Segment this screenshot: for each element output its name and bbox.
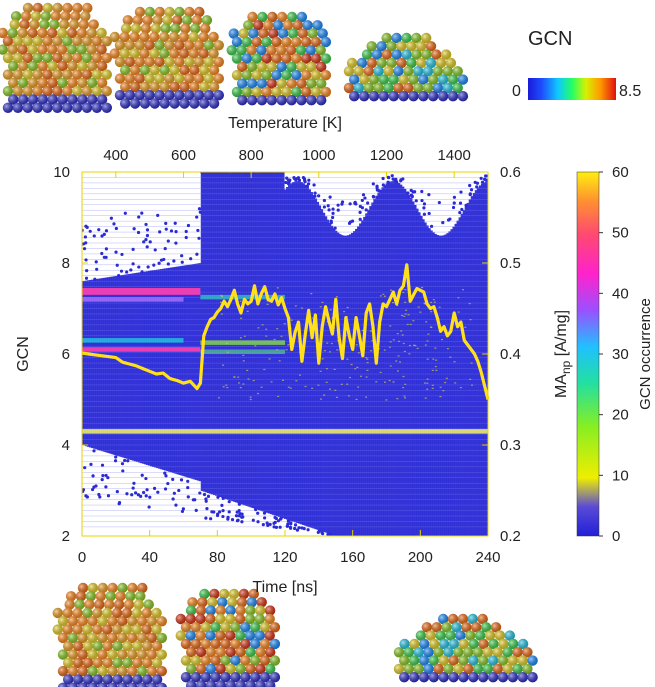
bottom-tick-label: 200 <box>408 549 433 566</box>
bottom-axis-ticks: 0 40 80 120 160 200 240 <box>78 530 501 566</box>
left-axis-ticks: 2 4 6 8 10 <box>53 164 88 545</box>
top-tick-label: 800 <box>239 147 264 164</box>
gcn-gradient-bar <box>528 78 616 100</box>
right-tick-label: 0.2 <box>500 528 521 545</box>
nanoparticle-picture <box>52 582 167 687</box>
left-axis-label: GCN <box>15 336 32 372</box>
bottom-tick-label: 240 <box>475 549 500 566</box>
top-tick-label: 1000 <box>302 147 335 164</box>
right-tick-label: 0.3 <box>500 437 521 454</box>
bottom-tick-label: 80 <box>209 549 226 566</box>
nanoparticle-picture <box>226 11 332 106</box>
right-tick-label: 0.6 <box>500 164 521 181</box>
bottom-axis-label: Time [ns] <box>252 579 317 596</box>
top-axis-label: Temperature [K] <box>228 115 342 132</box>
nanoparticle-renderings-top <box>0 2 469 114</box>
left-tick-label: 4 <box>62 437 70 454</box>
left-tick-label: 6 <box>62 346 70 363</box>
colorbar-tick-label: 10 <box>612 467 629 484</box>
top-tick-label: 600 <box>171 147 196 164</box>
gcn-legend-max: 8.5 <box>619 83 641 100</box>
bottom-tick-label: 120 <box>272 549 297 566</box>
nanoparticle-picture <box>109 6 224 109</box>
nanoparticle-picture <box>393 613 538 683</box>
nanoparticle-picture <box>343 32 469 102</box>
right-axis-ticks: 0.2 0.3 0.4 0.5 0.6 <box>482 164 521 545</box>
left-tick-label: 10 <box>53 164 70 181</box>
ma-np-line <box>81 263 490 400</box>
colorbar-tick-label: 60 <box>612 164 629 181</box>
colorbar-tick-label: 40 <box>612 285 629 302</box>
nanoparticle-picture <box>175 588 281 687</box>
bottom-tick-label: 40 <box>141 549 158 566</box>
colorbar-label: GCN occurrence <box>637 298 654 410</box>
occurrence-colorbar <box>576 171 600 537</box>
right-axis-label: MAnp [A/mg] <box>553 310 573 398</box>
right-tick-label: 0.5 <box>500 255 521 272</box>
nanoparticle-renderings-bottom <box>52 582 538 687</box>
occurrence-heatmap <box>82 172 488 536</box>
left-tick-label: 8 <box>62 255 70 272</box>
gcn-legend-title: GCN <box>528 28 572 50</box>
bottom-tick-label: 160 <box>340 549 365 566</box>
bottom-tick-label: 0 <box>78 549 86 566</box>
top-tick-label: 400 <box>103 147 128 164</box>
colorbar-tick-label: 30 <box>612 346 629 363</box>
gcn-color-legend: GCN 0 8.5 <box>512 28 641 100</box>
colorbar-tick-label: 20 <box>612 407 629 424</box>
colorbar-tick-label: 0 <box>612 528 620 545</box>
top-axis-ticks: 400 600 800 1000 1200 1400 <box>103 147 471 178</box>
left-tick-label: 2 <box>62 528 70 545</box>
nanoparticle-picture <box>0 2 113 114</box>
gcn-legend-min: 0 <box>512 83 521 100</box>
colorbar-ticks: 0 10 20 30 40 50 60 <box>599 164 629 545</box>
right-tick-label: 0.4 <box>500 346 521 363</box>
top-tick-label: 1200 <box>370 147 403 164</box>
top-tick-label: 1400 <box>437 147 470 164</box>
colorbar-tick-label: 50 <box>612 225 629 242</box>
